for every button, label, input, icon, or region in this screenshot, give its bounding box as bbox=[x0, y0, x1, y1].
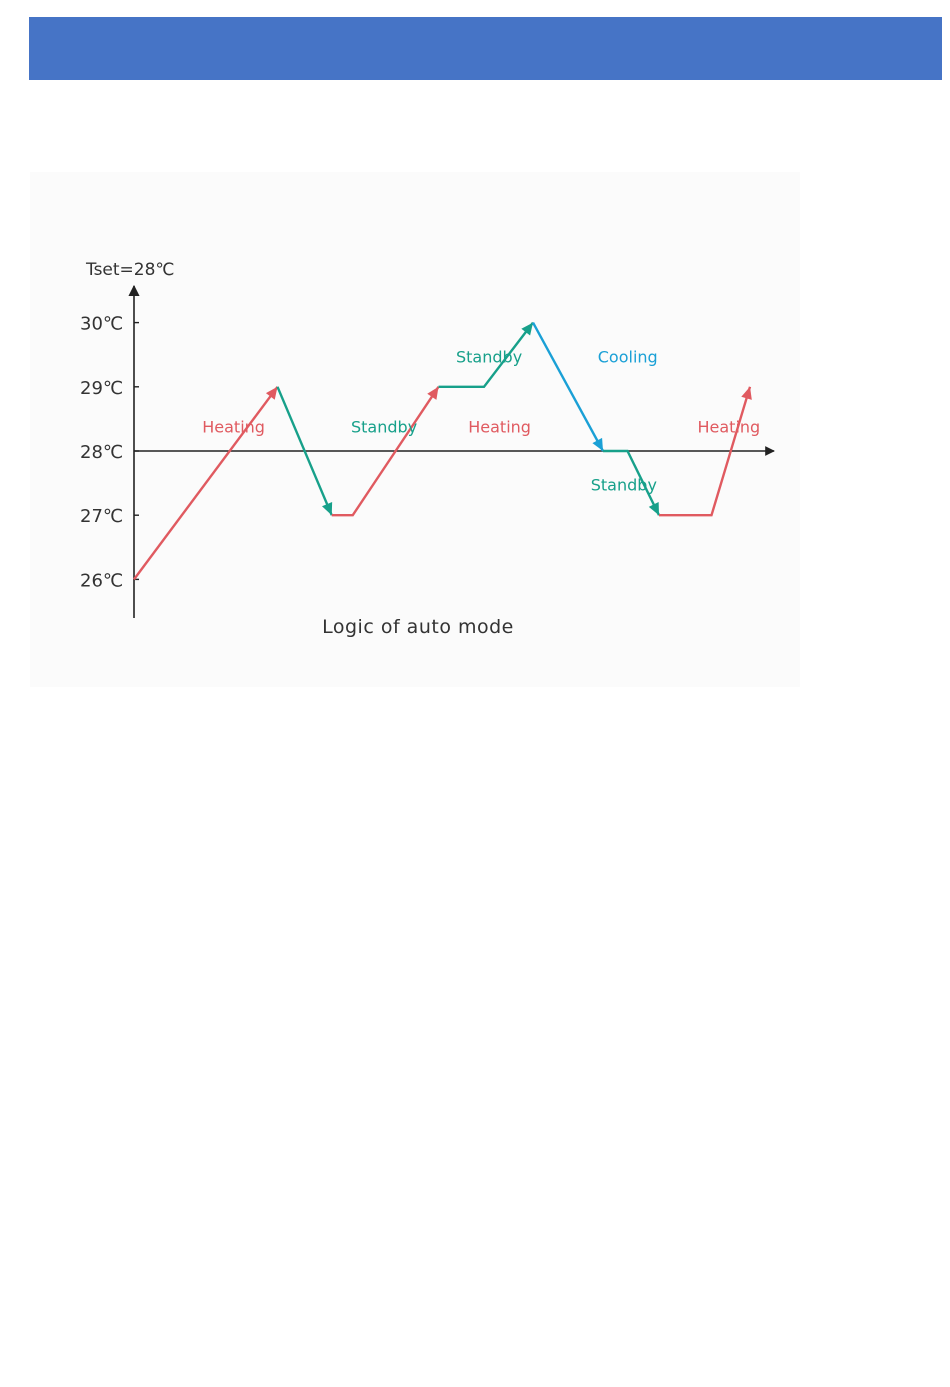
y-tick-label: 30℃ bbox=[80, 314, 123, 335]
header-bar bbox=[29, 17, 942, 80]
standby-arrowhead bbox=[322, 502, 333, 516]
y-tick-label: 26℃ bbox=[80, 570, 123, 591]
cooling-label: Cooling bbox=[598, 348, 658, 367]
heating-label: Heating bbox=[698, 418, 761, 437]
heating-label: Heating bbox=[202, 418, 265, 437]
y-tick-label: 28℃ bbox=[80, 442, 123, 463]
cooling-segment bbox=[531, 322, 605, 452]
heating-segment bbox=[659, 386, 752, 517]
heating-arrowhead bbox=[741, 386, 752, 400]
heating-label: Heating bbox=[468, 418, 531, 437]
heating-segment bbox=[331, 386, 440, 517]
standby-label: Standby bbox=[591, 475, 657, 494]
heating-arrowhead bbox=[265, 386, 278, 400]
standby-segment bbox=[438, 321, 534, 388]
standby-label: Standby bbox=[456, 348, 522, 367]
diagram-caption: Logic of auto mode bbox=[322, 616, 514, 638]
heating-segment bbox=[133, 386, 279, 581]
standby-arrowhead bbox=[521, 322, 533, 336]
standby-segment bbox=[276, 386, 333, 516]
cooling-arrowhead bbox=[592, 437, 603, 451]
y-tick-label: 27℃ bbox=[80, 506, 123, 527]
standby-label: Standby bbox=[351, 418, 417, 437]
standby-arrowhead bbox=[648, 502, 659, 516]
y-tick-label: 29℃ bbox=[80, 378, 123, 399]
standby-segment bbox=[603, 449, 661, 516]
setpoint-label: Tset=28℃ bbox=[85, 260, 175, 280]
heating-arrowhead bbox=[427, 386, 439, 400]
diagram-panel bbox=[30, 172, 800, 687]
